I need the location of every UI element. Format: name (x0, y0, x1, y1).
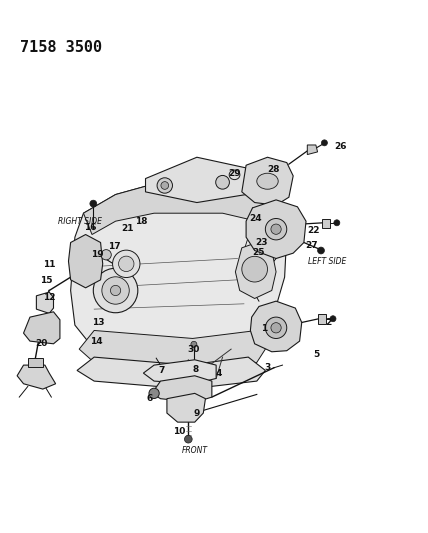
Text: 4: 4 (215, 369, 221, 377)
Text: 29: 29 (228, 169, 241, 177)
Polygon shape (143, 360, 216, 384)
Polygon shape (318, 314, 326, 324)
Text: 21: 21 (121, 224, 134, 232)
Text: 7158 3500: 7158 3500 (20, 40, 102, 55)
Circle shape (101, 249, 111, 260)
Polygon shape (77, 357, 265, 389)
Polygon shape (83, 184, 280, 235)
Circle shape (191, 341, 197, 348)
Circle shape (318, 247, 324, 254)
Circle shape (334, 220, 340, 226)
Text: 10: 10 (173, 427, 185, 436)
Polygon shape (250, 301, 302, 352)
Circle shape (90, 200, 97, 207)
Polygon shape (246, 200, 306, 259)
Text: 15: 15 (40, 277, 53, 285)
Text: 17: 17 (108, 242, 121, 251)
Circle shape (157, 178, 172, 193)
Circle shape (93, 268, 138, 313)
Circle shape (216, 175, 229, 189)
Text: 23: 23 (256, 238, 268, 247)
Text: 7: 7 (159, 366, 165, 375)
Text: 30: 30 (187, 345, 199, 353)
Circle shape (330, 316, 336, 322)
Text: 5: 5 (314, 350, 320, 359)
Text: 26: 26 (334, 142, 347, 151)
Text: 12: 12 (43, 293, 56, 302)
Circle shape (113, 250, 140, 278)
Circle shape (321, 140, 327, 146)
Text: LEFT SIDE: LEFT SIDE (308, 257, 347, 265)
Text: 24: 24 (250, 214, 262, 223)
Text: FRONT: FRONT (182, 446, 208, 455)
Text: 13: 13 (92, 318, 105, 327)
Text: 9: 9 (194, 409, 200, 417)
Text: 1: 1 (262, 325, 268, 333)
Text: 22: 22 (307, 226, 320, 235)
Text: 14: 14 (90, 337, 103, 345)
Circle shape (119, 256, 134, 271)
Text: 27: 27 (305, 241, 318, 249)
Text: RIGHT SIDE: RIGHT SIDE (58, 217, 102, 225)
Circle shape (265, 317, 287, 338)
Text: 25: 25 (253, 248, 265, 256)
Text: 11: 11 (43, 261, 56, 269)
Polygon shape (36, 292, 54, 313)
Ellipse shape (229, 170, 240, 180)
Text: 3: 3 (265, 364, 270, 372)
Polygon shape (68, 235, 103, 288)
Ellipse shape (257, 173, 278, 189)
Circle shape (102, 277, 129, 304)
Polygon shape (307, 145, 318, 155)
Circle shape (271, 322, 281, 333)
Text: 8: 8 (193, 365, 199, 374)
Polygon shape (28, 358, 43, 367)
Polygon shape (17, 365, 56, 389)
Circle shape (242, 256, 268, 282)
Polygon shape (167, 393, 205, 422)
Polygon shape (146, 157, 246, 203)
Circle shape (265, 219, 287, 240)
Circle shape (149, 388, 159, 399)
Polygon shape (322, 219, 330, 228)
Text: 28: 28 (267, 165, 279, 174)
Polygon shape (235, 243, 276, 298)
Polygon shape (152, 376, 212, 402)
Circle shape (184, 435, 192, 443)
Text: 6: 6 (147, 394, 153, 403)
Text: 20: 20 (36, 340, 48, 348)
Text: 2: 2 (326, 318, 332, 327)
Polygon shape (79, 330, 265, 370)
Text: 16: 16 (83, 223, 96, 232)
Polygon shape (242, 157, 293, 205)
Polygon shape (24, 312, 60, 344)
Text: 19: 19 (91, 251, 104, 259)
Circle shape (110, 285, 121, 296)
Polygon shape (71, 184, 287, 360)
Circle shape (161, 182, 169, 189)
Circle shape (271, 224, 281, 235)
Text: 18: 18 (135, 217, 148, 225)
